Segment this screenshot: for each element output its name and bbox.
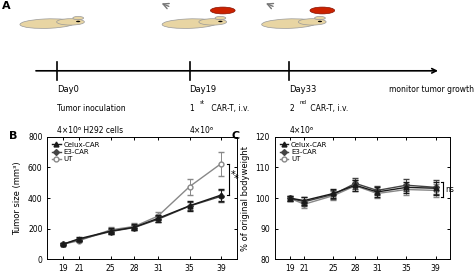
- Ellipse shape: [162, 19, 217, 28]
- Text: 2: 2: [289, 104, 294, 113]
- Ellipse shape: [56, 19, 84, 25]
- Text: Tumor inoculation: Tumor inoculation: [57, 104, 126, 113]
- Text: Day0: Day0: [57, 85, 79, 94]
- Text: C: C: [231, 131, 239, 141]
- Text: *: *: [231, 170, 236, 180]
- Text: st: st: [200, 100, 205, 105]
- Ellipse shape: [315, 16, 325, 20]
- Text: Day33: Day33: [289, 85, 317, 94]
- Ellipse shape: [215, 16, 226, 20]
- Text: nd: nd: [300, 100, 307, 105]
- Text: 4×10⁶: 4×10⁶: [190, 126, 214, 135]
- Text: *: *: [234, 174, 238, 184]
- Circle shape: [76, 21, 80, 22]
- Text: monitor tumor growth: monitor tumor growth: [389, 85, 474, 94]
- Y-axis label: % of original bodyweight: % of original bodyweight: [241, 146, 250, 251]
- Text: A: A: [2, 1, 11, 11]
- Ellipse shape: [262, 19, 317, 28]
- Circle shape: [219, 21, 222, 22]
- Text: 4×10⁶: 4×10⁶: [289, 126, 313, 135]
- Text: B: B: [9, 131, 18, 141]
- Ellipse shape: [299, 19, 326, 25]
- Legend: Celux-CAR, E3-CAR, UT: Celux-CAR, E3-CAR, UT: [51, 140, 101, 164]
- Ellipse shape: [199, 19, 227, 25]
- Ellipse shape: [73, 16, 83, 20]
- Text: ns: ns: [445, 185, 454, 194]
- Text: CAR-T, i.v.: CAR-T, i.v.: [209, 104, 249, 113]
- Circle shape: [210, 7, 235, 14]
- Ellipse shape: [20, 19, 75, 28]
- Text: CAR-T, i.v.: CAR-T, i.v.: [308, 104, 348, 113]
- Text: 1: 1: [190, 104, 194, 113]
- Text: Day19: Day19: [190, 85, 217, 94]
- Circle shape: [318, 21, 322, 22]
- Circle shape: [310, 7, 335, 14]
- Legend: Celux-CAR, E3-CAR, UT: Celux-CAR, E3-CAR, UT: [278, 140, 328, 164]
- Y-axis label: Tumor size (mm³): Tumor size (mm³): [13, 161, 22, 235]
- Text: 4×10⁶ H292 cells: 4×10⁶ H292 cells: [57, 126, 123, 135]
